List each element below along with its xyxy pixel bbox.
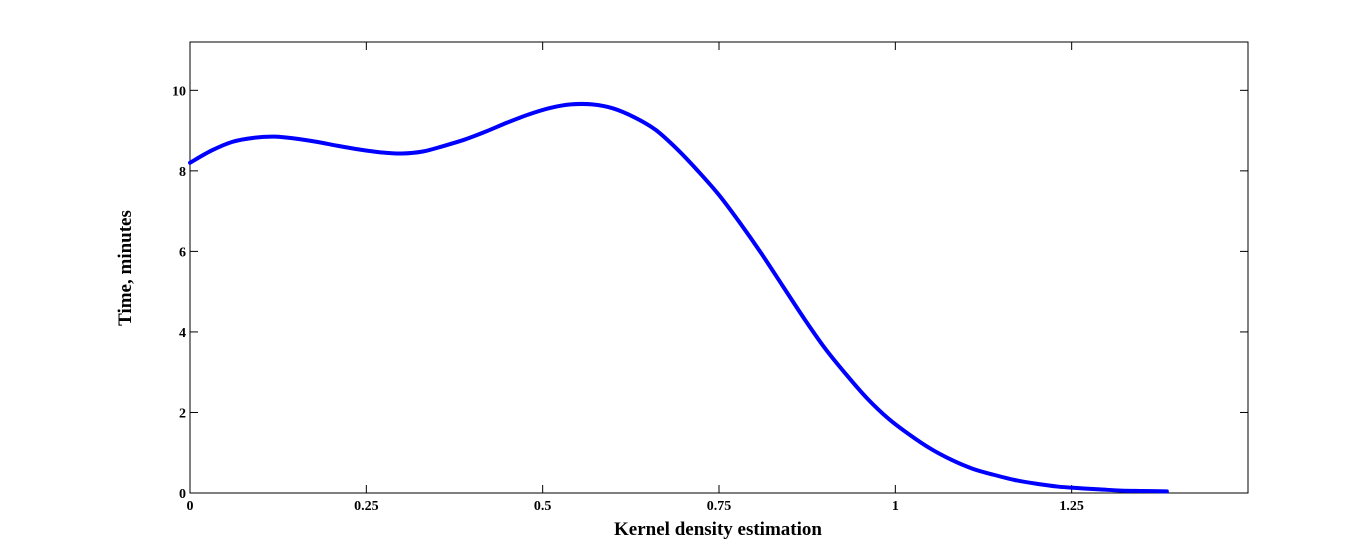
series-group (188, 101, 1169, 494)
tick-group: 0 0.25 0.5 0.75 1 1.25 0 2 4 6 8 10 (172, 42, 1248, 514)
x-tick-label: 0 (187, 499, 194, 514)
y-axis-label: Time, minutes (115, 210, 136, 326)
y-tick-label: 4 (179, 326, 186, 341)
x-tick-label: 1 (892, 499, 899, 514)
y-tick-label: 2 (179, 406, 186, 421)
x-axis-label: Kernel density estimation (614, 519, 822, 540)
plot-area (189, 41, 1249, 494)
y-tick-label: 8 (179, 165, 186, 180)
y-tick-label: 10 (172, 84, 186, 99)
y-tick-label: 0 (179, 487, 186, 502)
x-tick-label: 1.25 (1059, 499, 1084, 514)
x-tick-label: 0.25 (354, 499, 379, 514)
x-tick-label: 0.5 (534, 499, 552, 514)
y-tick-label: 6 (179, 245, 186, 260)
series-line (188, 101, 1169, 494)
x-tick-label: 0.75 (707, 499, 732, 514)
